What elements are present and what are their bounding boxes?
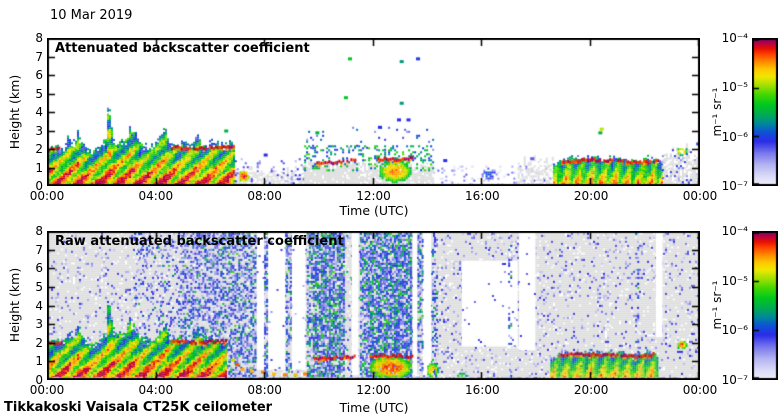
x-tick-label: 16:00 [465,383,500,397]
panel-title-raw: Raw attenuated backscatter coefficient [55,234,344,249]
x-tick-label: 20:00 [573,189,609,203]
colorbar-tick-label: 10⁻⁵ [721,80,748,95]
x-tick-label: 04:00 [138,189,174,203]
x-tick-label: 12:00 [356,189,391,203]
colorbar-tick-label: 10⁻⁷ [721,373,748,387]
y-tick-label: 0 [35,373,43,387]
y-tick-label: 4 [35,298,43,313]
colorbar-tick-label: 10⁻⁶ [721,129,748,144]
y-tick-label: 7 [35,49,43,64]
colorbar-tick-label: 10⁻⁴ [721,224,748,238]
x-tick-label: 16:00 [465,189,500,203]
y-tick-label: 4 [35,105,43,119]
colorbar-tick-label: 10⁻⁴ [721,31,748,45]
y-tick-label: 7 [35,242,43,257]
date-label: 10 Mar 2019 [50,8,133,23]
y-tick-label: 2 [35,335,43,350]
y-tick-label: 8 [35,31,43,45]
y-tick-label: 2 [35,142,43,156]
x-tick-label: 08:00 [247,383,282,397]
raw-attenuated-backscatter-heatmap [47,231,700,380]
x-tick-label: 00:00 [682,189,718,203]
colorbar-tick-label: 10⁻⁷ [721,179,748,193]
x-tick-label: 04:00 [138,383,174,397]
x-tick-label: 00:00 [682,383,718,397]
x-tick-label: 12:00 [356,383,391,397]
instrument-label: Tikkakoski Vaisala CT25K ceilometer [4,400,273,415]
colorbar-bottom [752,231,778,380]
y-tick-label: 1 [35,160,43,175]
colorbar-unit-label-bottom: m⁻¹ sr⁻¹ [710,280,724,330]
y-tick-label: 3 [35,123,43,138]
attenuated-backscatter-heatmap [47,38,700,186]
colorbar-top [752,38,778,186]
colorbar-unit-label-top: m⁻¹ sr⁻¹ [710,87,724,137]
y-tick-label: 0 [35,179,43,193]
y-tick-label: 3 [35,317,43,332]
x-axis-label-top: Time (UTC) [339,203,409,218]
x-axis-label-bottom: Time (UTC) [339,400,409,415]
y-tick-label: 6 [35,68,43,82]
y-tick-label: 6 [35,261,43,276]
x-tick-label: 00:00 [29,383,65,397]
y-tick-label: 1 [35,354,43,369]
y-tick-label: 5 [35,279,43,294]
panel-title-attenuated: Attenuated backscatter coefficient [55,41,310,56]
x-tick-label: 08:00 [247,189,282,203]
colorbar-tick-label: 10⁻⁵ [721,273,748,288]
x-tick-label: 00:00 [29,189,65,203]
y-tick-label: 5 [35,86,43,101]
y-tick-label: 8 [35,224,43,238]
colorbar-tick-label: 10⁻⁶ [721,323,748,338]
x-tick-label: 20:00 [573,383,609,397]
